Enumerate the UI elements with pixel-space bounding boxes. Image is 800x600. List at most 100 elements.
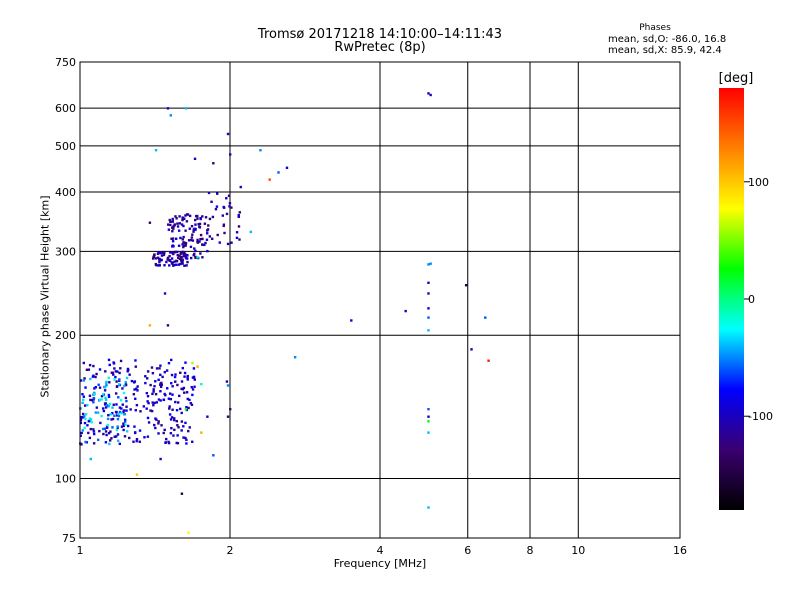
data-point — [207, 224, 210, 227]
data-point — [223, 231, 226, 235]
data-point — [182, 241, 185, 244]
data-point — [167, 228, 171, 231]
data-point — [173, 263, 176, 267]
data-point — [179, 236, 182, 240]
data-point — [128, 373, 131, 376]
data-point — [84, 412, 88, 416]
data-point — [108, 381, 111, 384]
data-point — [181, 218, 184, 222]
data-point — [184, 421, 187, 425]
data-point — [180, 255, 183, 259]
data-point — [218, 241, 221, 244]
data-point — [92, 396, 96, 400]
data-point — [118, 383, 121, 386]
data-point — [157, 422, 160, 425]
data-point — [235, 236, 239, 240]
data-point — [186, 260, 189, 264]
data-point — [80, 415, 83, 419]
data-point — [166, 387, 169, 390]
data-point — [145, 407, 148, 410]
data-point — [239, 185, 242, 189]
data-point — [163, 392, 166, 396]
data-point — [160, 383, 163, 387]
data-point — [200, 382, 203, 386]
data-point — [181, 260, 184, 263]
data-point — [189, 256, 193, 260]
data-point — [96, 438, 100, 442]
data-point — [132, 393, 136, 396]
data-point — [122, 409, 126, 412]
data-point — [115, 414, 119, 417]
data-point — [166, 223, 170, 226]
x-tick-label: 6 — [464, 544, 471, 557]
data-point — [154, 380, 157, 383]
data-point — [186, 374, 190, 378]
data-point — [146, 416, 150, 420]
data-point — [149, 383, 152, 387]
data-point — [293, 356, 297, 359]
data-point — [104, 396, 107, 400]
data-point — [201, 243, 204, 246]
data-point — [114, 410, 118, 414]
data-point — [176, 222, 179, 225]
data-point — [134, 397, 137, 400]
data-point — [159, 390, 162, 393]
data-point — [212, 162, 215, 165]
data-point — [171, 230, 174, 233]
data-point — [470, 348, 473, 351]
data-point — [169, 418, 173, 421]
colorbar-ticks: 100 0 -100 — [744, 176, 773, 423]
data-point — [178, 407, 182, 411]
data-point — [113, 414, 116, 417]
data-point — [183, 371, 187, 375]
colorbar-gradient — [719, 88, 744, 510]
data-point — [176, 225, 180, 228]
data-point — [115, 435, 118, 438]
data-point — [161, 375, 164, 379]
data-point — [180, 492, 184, 495]
data-point — [155, 367, 159, 370]
data-point — [180, 429, 183, 432]
data-point — [107, 395, 111, 399]
data-point — [181, 388, 185, 391]
data-point — [160, 424, 163, 427]
data-point — [132, 440, 135, 443]
data-point — [100, 414, 103, 418]
data-point — [146, 377, 149, 380]
data-point — [81, 429, 84, 432]
data-point — [167, 361, 171, 365]
data-point — [201, 256, 204, 259]
data-point — [112, 403, 115, 406]
data-point — [114, 375, 117, 379]
data-point — [91, 375, 95, 378]
data-point — [176, 250, 179, 254]
data-point — [230, 206, 233, 209]
data-point — [203, 222, 207, 225]
data-point — [157, 420, 160, 423]
data-point — [206, 249, 209, 253]
data-point — [174, 215, 177, 218]
data-point — [83, 377, 86, 380]
data-point — [114, 392, 118, 395]
data-point — [111, 406, 114, 409]
data-point — [177, 426, 180, 429]
data-point — [87, 368, 91, 371]
data-point — [80, 431, 83, 435]
data-point — [157, 432, 160, 435]
data-point — [198, 222, 202, 226]
data-point — [184, 436, 187, 440]
colorbar-label: [deg] — [719, 71, 754, 86]
x-axis-ticks: 1 2 4 6 8 10 16 — [77, 544, 688, 557]
data-point — [147, 421, 151, 424]
data-point — [92, 398, 95, 401]
data-point — [190, 238, 193, 242]
data-point — [187, 429, 190, 433]
data-point — [188, 398, 191, 402]
data-point — [182, 255, 186, 258]
data-point — [199, 252, 202, 255]
data-point — [429, 262, 432, 265]
data-point — [98, 386, 102, 389]
data-point — [143, 436, 146, 439]
data-point — [156, 252, 160, 255]
data-point — [196, 217, 199, 220]
